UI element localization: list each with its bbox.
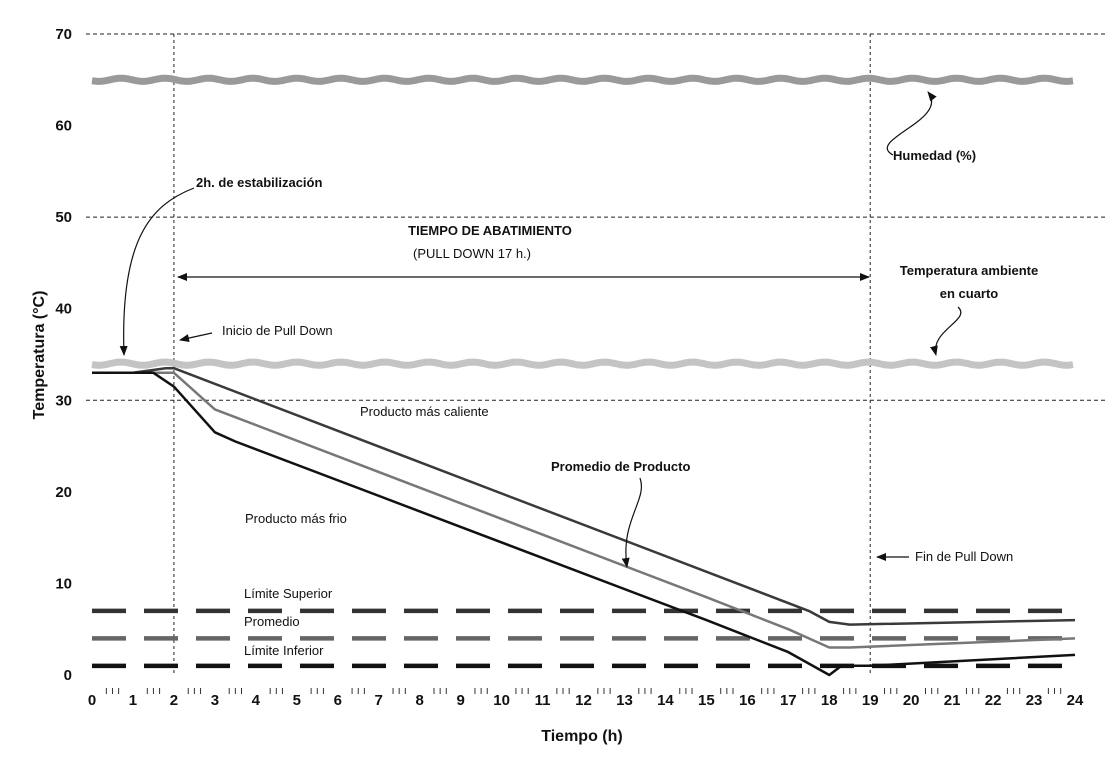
series-frio — [92, 371, 1076, 677]
x-tick-label: 11 — [535, 692, 551, 709]
x-tick-label: 7 — [375, 692, 383, 709]
limit-lines — [92, 608, 1075, 669]
series-promedio — [92, 371, 1076, 649]
humidity-arrow — [886, 91, 937, 156]
x-tick-label: 20 — [903, 692, 920, 709]
annotation-ambient-1: Temperatura ambiente — [900, 263, 1038, 278]
annotation-pull-down-title: TIEMPO DE ABATIMIENTO — [408, 223, 572, 238]
x-tick-label: 2 — [170, 692, 178, 709]
series-lines — [91, 74, 1076, 677]
x-tick-label: 23 — [1026, 692, 1043, 709]
pull-down-markers — [173, 34, 871, 675]
x-tick-label: 17 — [780, 692, 797, 709]
stabilization-arrow — [119, 187, 195, 356]
y-tick-label: 10 — [55, 575, 72, 592]
annotation-humidity: Humedad (%) — [893, 148, 976, 163]
ambient-arrow — [930, 306, 962, 356]
y-tick-label: 40 — [55, 301, 72, 318]
series-caliente — [92, 366, 1076, 626]
x-tick-label: 6 — [334, 692, 342, 709]
annotation-end-pull-down: Fin de Pull Down — [915, 549, 1013, 564]
x-tick-label: 9 — [456, 692, 464, 709]
x-tick-label: 21 — [944, 692, 961, 709]
x-tick-label: 10 — [493, 692, 510, 709]
x-tick-label: 8 — [415, 692, 423, 709]
x-tick-label: 14 — [657, 692, 674, 709]
y-tick-label: 50 — [55, 209, 72, 226]
x-tick-label: 1 — [129, 692, 137, 709]
y-tick-label: 70 — [55, 26, 72, 43]
annotation-stabilization: 2h. de estabilización — [196, 175, 322, 190]
y-tick-label: 60 — [55, 118, 72, 135]
y-tick-label: 30 — [55, 392, 72, 409]
y-tick-label: 20 — [55, 484, 72, 501]
x-tick-label: 0 — [88, 692, 96, 709]
annotation-lower-limit: Límite Inferior — [244, 643, 324, 658]
x-tick-label: 22 — [985, 692, 1002, 709]
annotation-start-pull-down: Inicio de Pull Down — [222, 323, 333, 338]
annotation-average-product: Promedio de Producto — [551, 459, 690, 474]
annotation-ambient-2: en cuarto — [940, 286, 999, 301]
x-tick-label: 19 — [862, 692, 879, 709]
annotation-upper-limit: Límite Superior — [244, 586, 333, 601]
y-axis-ticks: 0 10 20 30 40 50 60 70 — [55, 26, 72, 684]
x-tick-label: 16 — [739, 692, 756, 709]
x-tick-label: 4 — [252, 692, 261, 709]
average-product-arrow — [621, 477, 642, 568]
x-tick-label: 15 — [698, 692, 715, 709]
series-ambiente — [91, 358, 1074, 369]
start-pull-down-arrow — [179, 332, 213, 342]
y-tick-label: 0 — [64, 667, 72, 684]
x-tick-label: 3 — [211, 692, 219, 709]
annotation-hottest-product: Producto más caliente — [360, 404, 489, 419]
x-tick-label: 5 — [293, 692, 301, 709]
x-axis-title: Tiempo (h) — [541, 728, 622, 745]
x-tick-label: 18 — [821, 692, 838, 709]
y-axis-title: Temperatura (°C) — [31, 291, 48, 420]
annotation-pull-down-subtitle: (PULL DOWN 17 h.) — [413, 246, 531, 261]
x-axis-ticks: 0 1 2 3 4 5 6 7 8 9 10 11 12 13 14 15 16 17 18 19 20 21 22 23 24 — [88, 688, 1084, 709]
annotation-average-limit: Promedio — [244, 614, 300, 629]
x-tick-label: 13 — [616, 692, 633, 709]
annotation-coldest-product: Producto más frio — [245, 511, 347, 526]
grid-lines — [86, 33, 1105, 401]
series-humedad — [91, 74, 1074, 85]
x-tick-label: 24 — [1067, 692, 1084, 709]
x-tick-label: 12 — [575, 692, 592, 709]
